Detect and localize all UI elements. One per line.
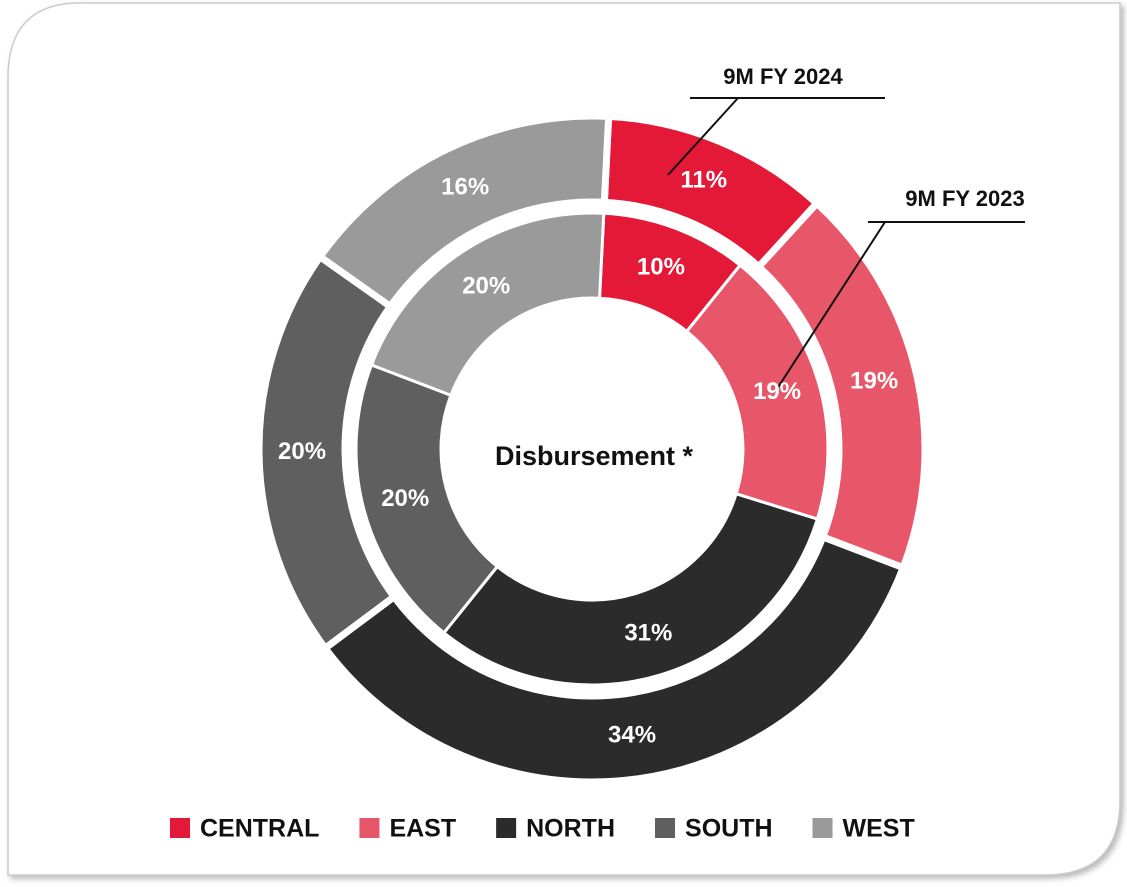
data-label: 19% (850, 367, 898, 394)
legend-label: CENTRAL (200, 815, 319, 843)
annotation-leader (667, 97, 739, 176)
center-label: Disbursement * (495, 441, 694, 471)
legend-swatch (496, 818, 517, 838)
legend-swatch (655, 818, 676, 838)
donut-segment (354, 363, 500, 635)
donut-segment (684, 263, 830, 521)
legend-swatch (170, 818, 190, 838)
data-label: 31% (624, 619, 672, 646)
donut-segment (369, 211, 606, 398)
donut-segment (441, 491, 820, 687)
data-label: 11% (680, 167, 727, 194)
donut-segment (315, 112, 613, 312)
donut-segment (320, 532, 908, 786)
data-label: 10% (637, 254, 685, 281)
data-label: 20% (278, 438, 326, 465)
legend-swatch (812, 818, 833, 838)
data-label: 20% (381, 485, 429, 512)
data-label: 20% (462, 272, 510, 299)
legend-label: SOUTH (685, 815, 773, 843)
annotation: 9M FY 2024 (723, 64, 843, 89)
legend-label: EAST (389, 815, 456, 843)
legend-swatch (359, 818, 380, 838)
data-label: 34% (608, 722, 656, 749)
annotation: 9M FY 2023 (905, 186, 1024, 211)
legend-label: WEST (843, 815, 915, 843)
legend-label: NORTH (526, 815, 615, 843)
annotations: 9M FY 2024 9M FY 2023 (667, 64, 1025, 393)
data-label: 19% (753, 378, 801, 405)
annotation-leader (774, 221, 886, 393)
data-label: 16% (441, 174, 489, 201)
